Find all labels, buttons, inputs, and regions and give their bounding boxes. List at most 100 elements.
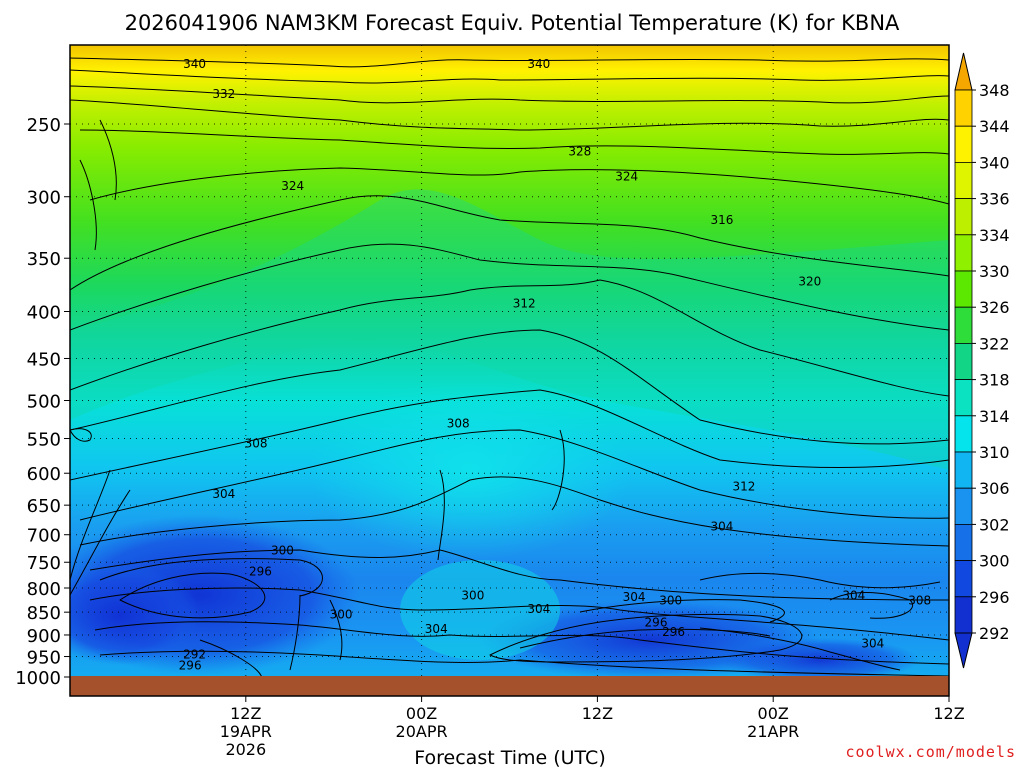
contour-label-text: 328: [568, 145, 591, 159]
contour-label-text: 308: [447, 417, 470, 431]
colorbar-segment: [954, 306, 973, 344]
colorbar-label: 344: [979, 117, 1010, 136]
contour-label: 324: [281, 179, 304, 193]
contour-label: 308: [245, 437, 268, 451]
contour-label: 296: [645, 615, 668, 629]
contour-label: 312: [732, 479, 755, 493]
contour-labels: 340 340 332 328 324 324 316 320 312 308 308 312 304 3…: [179, 57, 931, 673]
contour-label-text: 340: [527, 57, 550, 71]
contour-label: 304: [861, 637, 884, 651]
colorbar-segment: [954, 270, 973, 308]
x-tick-label: 12Z: [933, 704, 964, 723]
colorbar-segment: [954, 560, 973, 598]
y-tick-1000: 1000: [15, 668, 70, 689]
credit-text: coolwx.com/models: [845, 743, 1016, 761]
contour-label: 340: [183, 57, 206, 71]
x-axis-label: Forecast Time (UTC): [414, 747, 605, 768]
colorbar-segment: [954, 596, 973, 634]
contour-label-text: 312: [513, 296, 536, 310]
contour-label-text: 304: [710, 520, 733, 534]
colorbar-segment: [954, 342, 973, 380]
y-tick-label: 950: [27, 648, 61, 669]
contour-label: 312: [513, 296, 536, 310]
colorbar: 348 344 340 336 334 330 326 322 318 314 310 306 302 3…: [954, 52, 1010, 669]
y-tick-label: 350: [27, 249, 61, 270]
contour-label: 300: [659, 593, 682, 607]
contour-label: 304: [623, 590, 646, 604]
y-tick-750: 750: [27, 553, 70, 574]
colorbar-label: 326: [979, 298, 1010, 317]
x-tick-2: 12Z: [582, 696, 613, 723]
contour-label-text: 308: [908, 593, 931, 607]
x-tick-4: 12Z: [933, 696, 965, 723]
x-tick-label: 2026: [225, 740, 266, 759]
contour-label-text: 304: [425, 622, 448, 636]
pressure-gridlines: [70, 123, 949, 658]
x-tick-label: 19APR: [220, 722, 272, 741]
contour-label-text: 312: [732, 479, 755, 493]
colorbar-label: 306: [979, 479, 1010, 498]
colorbar-segment: [954, 89, 973, 127]
contour-label-text: 296: [179, 659, 202, 673]
colorbar-label: 336: [979, 190, 1010, 209]
contour-label: 324: [615, 169, 638, 183]
x-tick-label: 00Z: [758, 704, 789, 723]
colorbar-top-arrow: [954, 52, 973, 91]
contour-label: 296: [662, 625, 685, 639]
x-tick-label: 20APR: [396, 722, 448, 741]
y-tick-label: 500: [27, 392, 61, 413]
contour-label: 304: [527, 602, 550, 616]
colorbar-segment: [954, 125, 973, 163]
y-tick-850: 850: [27, 603, 70, 624]
contour-label-text: 296: [662, 625, 685, 639]
colorbar-label: 340: [979, 153, 1010, 172]
contour-label: 308: [908, 593, 931, 607]
colorbar-bottom-arrow: [954, 632, 973, 669]
y-tick-label: 800: [27, 579, 61, 600]
y-tick-500: 500: [27, 392, 70, 413]
y-tick-450: 450: [27, 349, 70, 370]
colorbar-label: 292: [979, 624, 1010, 643]
contour-label-text: 300: [461, 588, 484, 602]
colorbar-segment: [954, 451, 973, 489]
x-tick-label: 21APR: [747, 722, 799, 741]
contour-label: 300: [271, 543, 294, 557]
y-tick-label: 900: [27, 626, 61, 647]
colorbar-segment: [954, 198, 973, 236]
contour-label-text: 304: [212, 487, 235, 501]
y-tick-300: 300: [27, 188, 70, 209]
contour-label-text: 296: [645, 615, 668, 629]
y-tick-400: 400: [27, 302, 70, 323]
colorbar-label: 300: [979, 552, 1010, 571]
contour-label-text: 324: [615, 169, 638, 183]
contour-label: 300: [461, 588, 484, 602]
y-tick-650: 650: [27, 496, 70, 517]
contour-label-text: 292: [183, 647, 206, 661]
y-tick-600: 600: [27, 464, 70, 485]
contour-label-text: 320: [798, 274, 821, 288]
contour-label: 308: [447, 417, 470, 431]
contour-label: 316: [710, 213, 733, 227]
y-tick-label: 650: [27, 496, 61, 517]
contour-label-text: 316: [710, 213, 733, 227]
y-tick-label: 1000: [15, 668, 61, 689]
colorbar-label: 334: [979, 226, 1010, 245]
y-axis: 2503003504004505005506006507007508008509…: [15, 115, 70, 689]
y-tick-label: 450: [27, 349, 61, 370]
y-tick-700: 700: [27, 526, 70, 547]
contour-label: 328: [568, 145, 591, 159]
y-tick-800: 800: [27, 579, 70, 600]
contour-label: 300: [330, 608, 353, 622]
y-tick-950: 950: [27, 648, 70, 669]
contour-label-text: 308: [245, 437, 268, 451]
contour-label-text: 304: [527, 602, 550, 616]
contour-label: 304: [842, 588, 865, 602]
contour-label-text: 296: [249, 565, 272, 579]
contour-label: 332: [212, 87, 235, 101]
y-tick-label: 550: [27, 430, 61, 451]
y-tick-550: 550: [27, 430, 70, 451]
